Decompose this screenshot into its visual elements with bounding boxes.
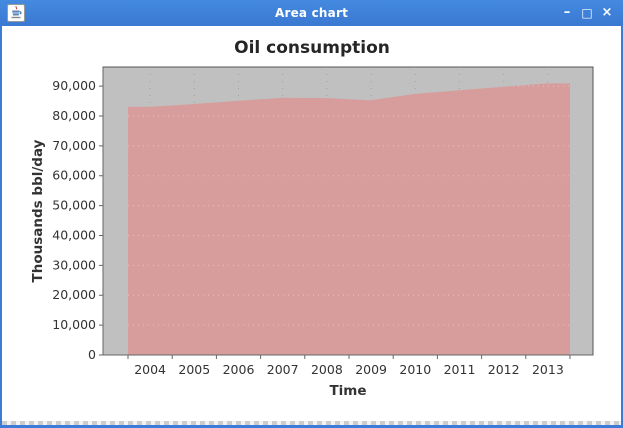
x-tick-label: 2013	[532, 362, 564, 377]
x-tick-label: 2012	[488, 362, 520, 377]
x-tick-label: 2008	[311, 362, 343, 377]
y-tick-label: 20,000	[52, 287, 96, 302]
java-coffee-cup-icon[interactable]	[7, 4, 25, 22]
y-tick-label: 50,000	[52, 198, 96, 213]
y-tick-label: 60,000	[52, 168, 96, 183]
resize-grip-strip	[2, 421, 621, 425]
chart-title: Oil consumption	[234, 38, 390, 58]
chart-panel[interactable]: 0 10,000 20,000 30,000 40,000 50,000 60,000 70,…	[2, 26, 621, 421]
x-tick-label: 2006	[223, 362, 255, 377]
minimize-button[interactable]: –	[563, 5, 571, 20]
x-axis-label: Time	[329, 383, 366, 399]
y-tick-label: 10,000	[52, 317, 96, 332]
x-tick-label: 2005	[178, 362, 210, 377]
x-tick-label: 2011	[444, 362, 476, 377]
close-button[interactable]: ×	[601, 5, 613, 20]
area-series	[128, 83, 570, 356]
y-tick-label: 90,000	[52, 78, 96, 93]
maximize-button[interactable]: □	[581, 6, 593, 20]
x-tick-label: 2004	[134, 362, 166, 377]
y-tick-label: 80,000	[52, 108, 96, 123]
x-tick-label: 2007	[267, 362, 299, 377]
window-title: Area chart	[274, 6, 349, 20]
y-tick-label: 70,000	[52, 138, 96, 153]
chart-svg: 0 10,000 20,000 30,000 40,000 50,000 60,000 70,…	[30, 38, 594, 399]
window-titlebar[interactable]: Area chart – □ ×	[0, 0, 623, 26]
y-axis-label: Thousands bbl/day	[30, 139, 46, 282]
x-tick-label: 2010	[399, 362, 431, 377]
y-tick-label: 0	[88, 347, 96, 362]
x-tick-label: 2009	[355, 362, 387, 377]
y-tick-label: 30,000	[52, 257, 96, 272]
y-tick-label: 40,000	[52, 227, 96, 242]
